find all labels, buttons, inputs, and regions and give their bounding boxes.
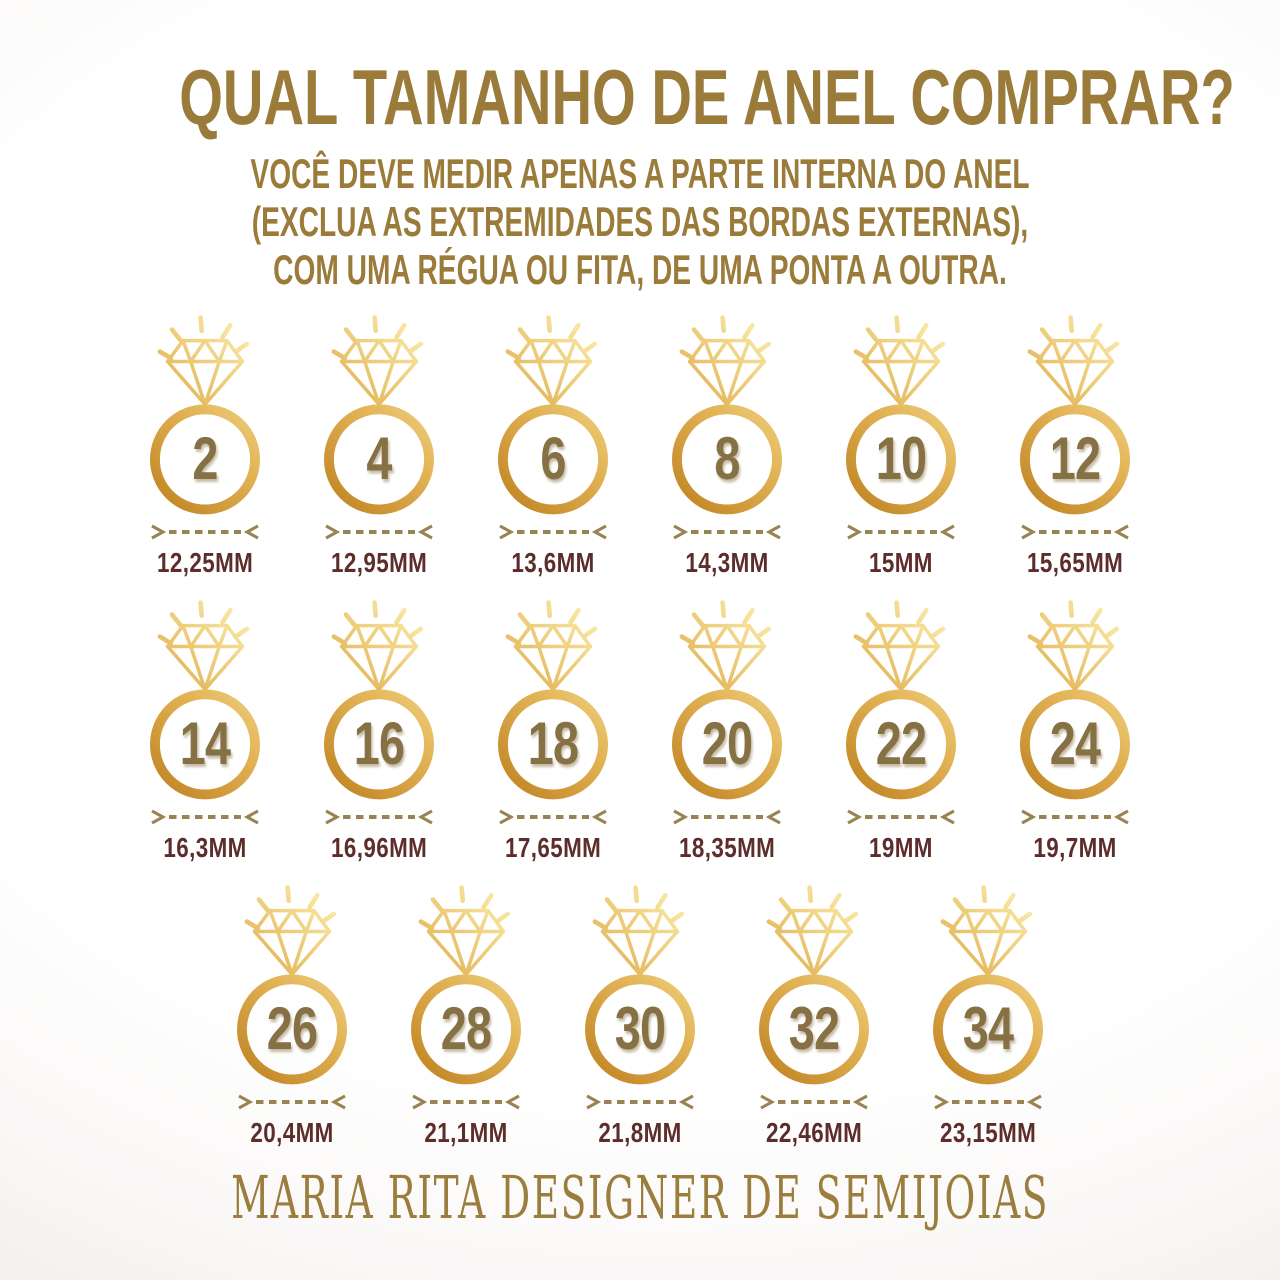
diamond-ring-icon: 14 xyxy=(139,597,271,806)
diamond-ring-icon: 26 xyxy=(226,882,358,1091)
ring-size-number: 34 xyxy=(962,994,1014,1062)
ring-diameter-label: 12,95MM xyxy=(330,546,428,578)
measure-arrows-icon xyxy=(149,523,261,541)
brand-signature: MARIA RITA DESIGNER DE SEMIJOIAS xyxy=(231,1163,1049,1232)
ring-size-number: 26 xyxy=(266,994,318,1062)
ring-size-item: 22 19MM xyxy=(822,597,980,862)
ring-diameter-label: 22,46MM xyxy=(765,1116,863,1148)
diamond-ring-icon: 30 xyxy=(574,882,706,1091)
ring-size-item: 24 19,7MM xyxy=(996,597,1154,862)
measure-arrows-icon xyxy=(497,808,609,826)
diamond-ring-icon: 4 xyxy=(313,312,445,521)
diamond-ring-icon: 2 xyxy=(139,312,271,521)
ring-size-item: 14 16,3MM xyxy=(126,597,284,862)
instructions-line: COM UMA RÉGUA OU FITA, DE UMA PONTA A OU… xyxy=(273,245,1007,293)
diamond-ring-icon: 24 xyxy=(1009,597,1141,806)
ring-size-item: 2 12,25MM xyxy=(126,312,284,577)
ring-size-item: 20 18,35MM xyxy=(648,597,806,862)
ring-size-number: 8 xyxy=(714,424,740,492)
measure-arrows-icon xyxy=(932,1093,1044,1111)
ring-row-2: 14 16,3MM 16 16,96MM 18 17,65MM xyxy=(0,597,1280,862)
ring-size-item: 34 23,15MM xyxy=(909,882,1067,1147)
ring-diameter-label: 21,8MM xyxy=(598,1116,682,1148)
measure-arrows-icon xyxy=(845,523,957,541)
diamond-ring-icon: 8 xyxy=(661,312,793,521)
ring-row-1: 2 12,25MM 4 12,95MM 6 13,6MM xyxy=(0,312,1280,577)
ring-diameter-label: 19MM xyxy=(869,831,933,863)
ring-size-number: 4 xyxy=(366,424,392,492)
ring-diameter-label: 14,3MM xyxy=(685,546,769,578)
ring-diameter-label: 16,3MM xyxy=(163,831,247,863)
instructions-line: VOCÊ DEVE MEDIR APENAS A PARTE INTERNA D… xyxy=(250,150,1030,197)
ring-diameter-label: 23,15MM xyxy=(939,1116,1037,1148)
ring-size-item: 18 17,65MM xyxy=(474,597,632,862)
diamond-ring-icon: 18 xyxy=(487,597,619,806)
ring-size-number: 16 xyxy=(353,709,405,777)
ring-size-item: 26 20,4MM xyxy=(213,882,371,1147)
ring-size-grid: 2 12,25MM 4 12,95MM 6 13,6MM xyxy=(0,312,1280,1147)
ring-row-3: 26 20,4MM 28 21,1MM 30 21,8MM xyxy=(0,882,1280,1147)
diamond-ring-icon: 10 xyxy=(835,312,967,521)
diamond-ring-icon: 16 xyxy=(313,597,445,806)
ring-diameter-label: 18,35MM xyxy=(678,831,776,863)
ring-size-item: 32 22,46MM xyxy=(735,882,893,1147)
instructions: VOCÊ DEVE MEDIR APENAS A PARTE INTERNA D… xyxy=(0,150,1280,294)
ring-diameter-label: 15MM xyxy=(869,546,933,578)
measure-arrows-icon xyxy=(1019,808,1131,826)
diamond-ring-icon: 34 xyxy=(922,882,1054,1091)
ring-size-item: 12 15,65MM xyxy=(996,312,1154,577)
ring-diameter-label: 16,96MM xyxy=(330,831,428,863)
measure-arrows-icon xyxy=(497,523,609,541)
measure-arrows-icon xyxy=(1019,523,1131,541)
ring-diameter-label: 19,7MM xyxy=(1033,831,1117,863)
ring-size-item: 30 21,8MM xyxy=(561,882,719,1147)
measure-arrows-icon xyxy=(149,808,261,826)
ring-size-number: 28 xyxy=(440,994,492,1062)
measure-arrows-icon xyxy=(236,1093,348,1111)
diamond-ring-icon: 12 xyxy=(1009,312,1141,521)
ring-size-number: 30 xyxy=(614,994,666,1062)
ring-size-item: 28 21,1MM xyxy=(387,882,545,1147)
measure-arrows-icon xyxy=(323,808,435,826)
ring-size-number: 6 xyxy=(540,424,566,492)
measure-arrows-icon xyxy=(323,523,435,541)
ring-diameter-label: 12,25MM xyxy=(156,546,254,578)
measure-arrows-icon xyxy=(758,1093,870,1111)
ring-diameter-label: 21,1MM xyxy=(424,1116,508,1148)
ring-size-number: 20 xyxy=(701,709,753,777)
ring-size-number: 2 xyxy=(192,424,218,492)
ring-size-number: 24 xyxy=(1049,709,1101,777)
ring-size-number: 14 xyxy=(179,709,231,777)
page-title: QUAL TAMANHO DE ANEL COMPRAR? xyxy=(179,53,1235,141)
diamond-ring-icon: 22 xyxy=(835,597,967,806)
diamond-ring-icon: 32 xyxy=(748,882,880,1091)
ring-size-item: 6 13,6MM xyxy=(474,312,632,577)
measure-arrows-icon xyxy=(671,808,783,826)
ring-size-number: 22 xyxy=(875,709,927,777)
ring-size-number: 18 xyxy=(527,709,579,777)
diamond-ring-icon: 6 xyxy=(487,312,619,521)
measure-arrows-icon xyxy=(845,808,957,826)
measure-arrows-icon xyxy=(410,1093,522,1111)
ring-size-item: 10 15MM xyxy=(822,312,980,577)
ring-size-item: 16 16,96MM xyxy=(300,597,458,862)
ring-size-number: 10 xyxy=(875,424,927,492)
ring-size-number: 12 xyxy=(1049,424,1101,492)
ring-diameter-label: 15,65MM xyxy=(1026,546,1124,578)
ring-diameter-label: 20,4MM xyxy=(250,1116,334,1148)
diamond-ring-icon: 20 xyxy=(661,597,793,806)
ring-diameter-label: 13,6MM xyxy=(511,546,595,578)
ring-size-number: 32 xyxy=(788,994,840,1062)
instructions-line: (EXCLUA AS EXTREMIDADES DAS BORDAS EXTER… xyxy=(251,197,1029,245)
ring-diameter-label: 17,65MM xyxy=(504,831,602,863)
measure-arrows-icon xyxy=(584,1093,696,1111)
diamond-ring-icon: 28 xyxy=(400,882,532,1091)
ring-size-item: 8 14,3MM xyxy=(648,312,806,577)
ring-size-item: 4 12,95MM xyxy=(300,312,458,577)
measure-arrows-icon xyxy=(671,523,783,541)
